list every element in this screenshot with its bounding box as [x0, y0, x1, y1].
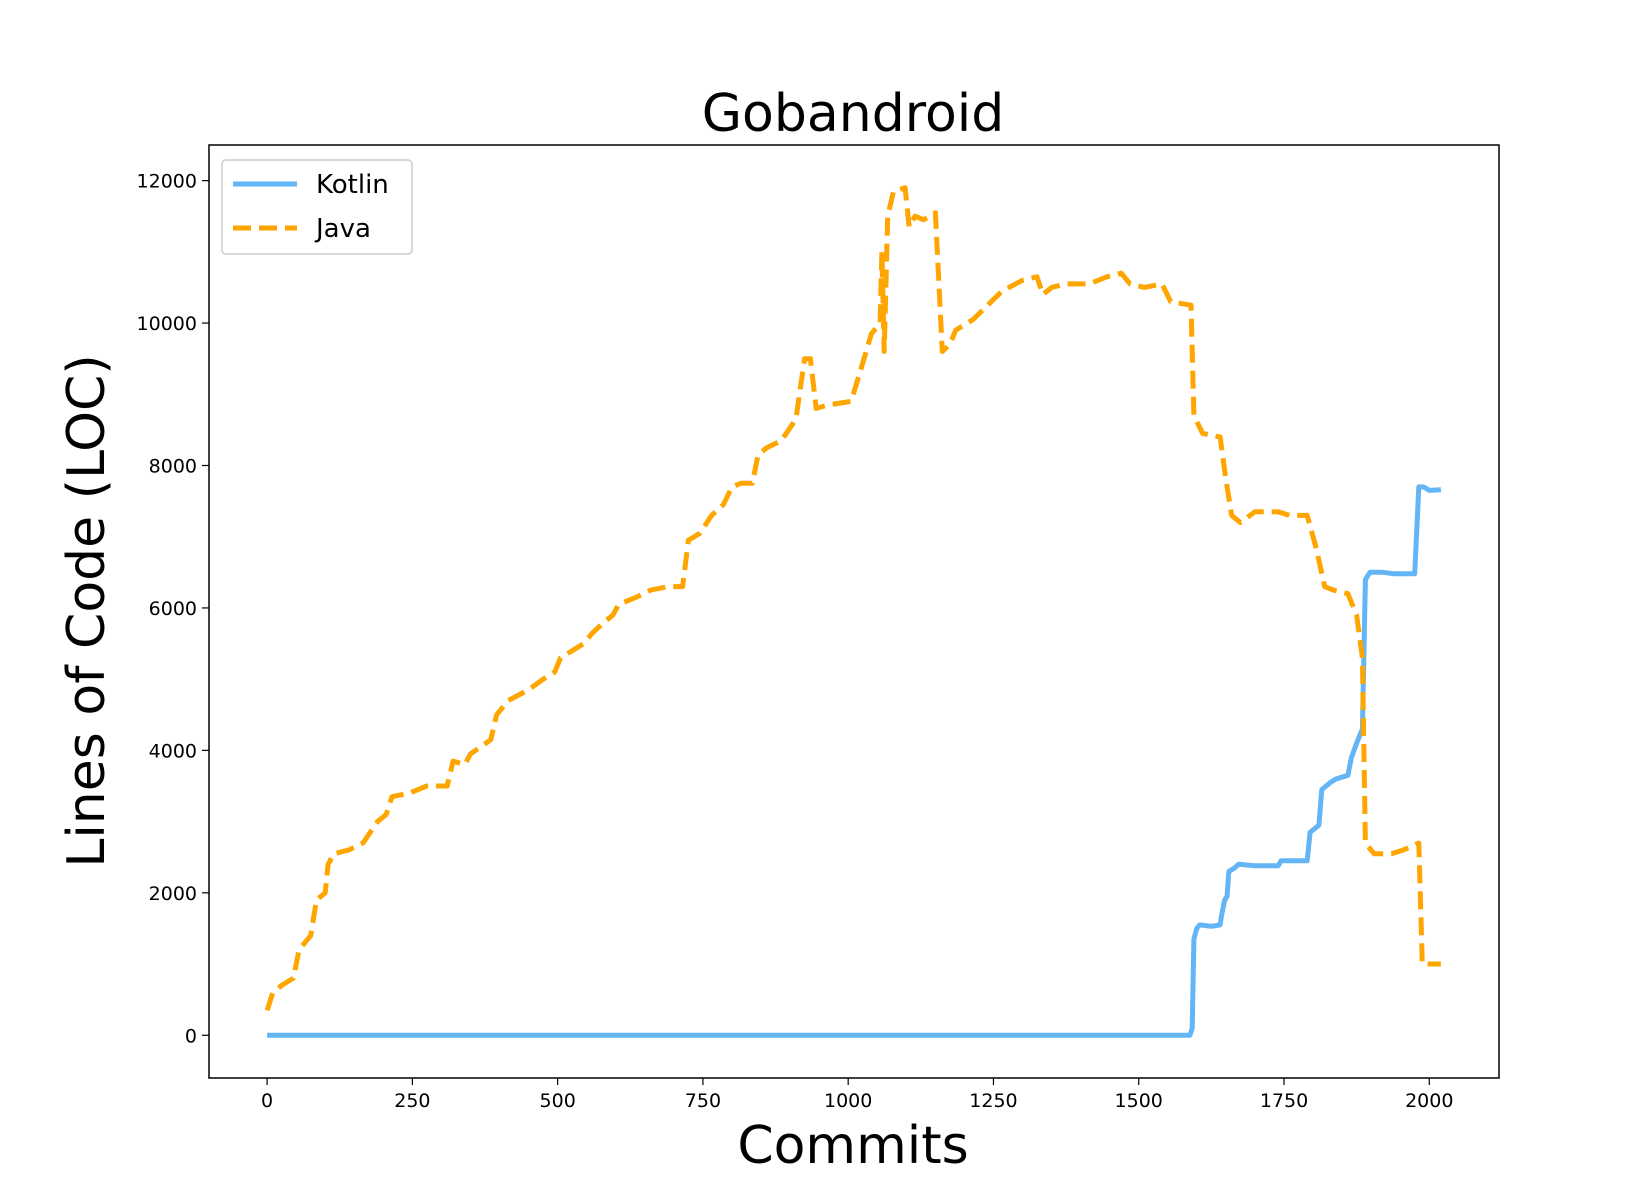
series-layer: [264, 185, 1442, 1038]
x-axis-ticks: 0 250 500 750 1000 1250 1500 1750 2000: [261, 1078, 1453, 1112]
plot-frame: [208, 144, 1500, 1079]
x-tick-label: 1500: [1115, 1090, 1163, 1112]
y-tick-label: 4000: [149, 740, 197, 762]
y-tick-label: 2000: [149, 883, 197, 905]
x-tick-label: 0: [261, 1090, 273, 1112]
x-tick-label: 1250: [969, 1090, 1017, 1112]
y-axis-label: Lines of Code (LOC): [57, 354, 117, 867]
legend-java-label: Java: [314, 214, 371, 244]
x-tick-label: 1000: [824, 1090, 872, 1112]
series-line-kotlin: [267, 484, 1442, 1038]
chart-title: Gobandroid: [702, 84, 1004, 144]
x-axis-label: Commits: [737, 1116, 968, 1176]
y-tick-label: 10000: [137, 313, 197, 335]
x-tick-label: 2000: [1405, 1090, 1453, 1112]
legend: Kotlin Java: [221, 159, 413, 255]
y-tick-label: 0: [185, 1025, 197, 1047]
y-tick-label: 6000: [149, 598, 197, 620]
x-tick-label: 750: [685, 1090, 721, 1112]
y-axis-ticks: 0 2000 4000 6000 8000 10000 12000: [137, 171, 209, 1047]
y-tick-label: 8000: [149, 455, 197, 477]
y-tick-label: 12000: [137, 171, 197, 193]
series-line-java: [264, 185, 1441, 1012]
x-tick-label: 250: [394, 1090, 430, 1112]
x-tick-label: 500: [540, 1090, 576, 1112]
x-tick-label: 1750: [1260, 1090, 1308, 1112]
legend-kotlin-label: Kotlin: [316, 170, 389, 200]
